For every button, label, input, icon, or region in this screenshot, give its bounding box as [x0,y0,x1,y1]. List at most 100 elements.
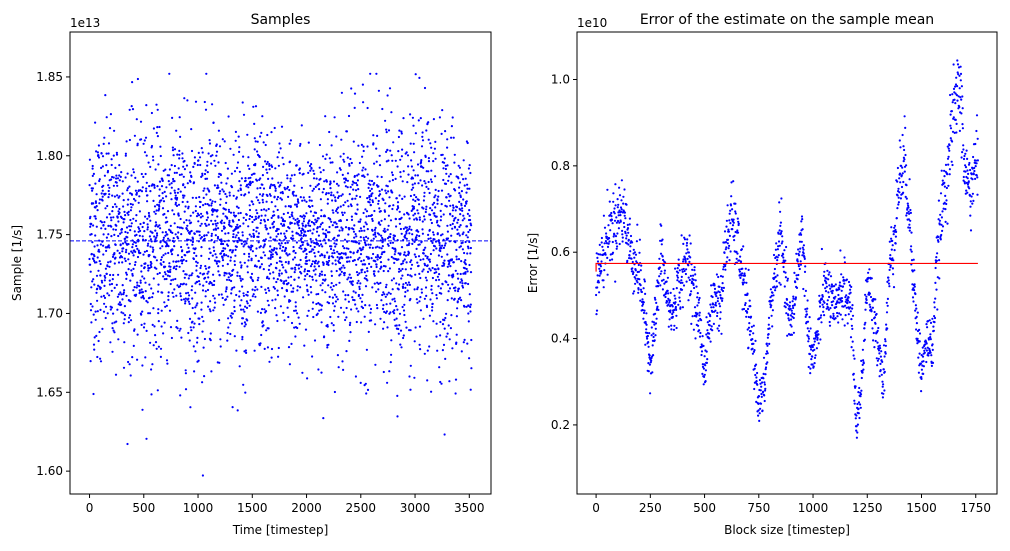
data-point [223,190,225,192]
data-point [227,177,229,179]
data-point [90,309,92,311]
data-point [384,228,386,230]
data-point [858,417,860,419]
data-point [217,184,219,186]
data-point [326,346,328,348]
data-point [97,209,99,211]
data-point [392,288,394,290]
data-point [801,241,803,243]
data-point [332,302,334,304]
data-point [901,174,903,176]
data-point [809,316,811,318]
data-point [174,190,176,192]
data-point [122,193,124,195]
data-point [293,250,295,252]
data-point [214,302,216,304]
data-point [719,318,721,320]
data-point [768,324,770,326]
data-point [303,196,305,198]
data-point [321,254,323,256]
data-point [104,228,106,230]
data-point [595,313,597,315]
data-point [843,256,845,258]
data-point [144,356,146,358]
data-point [168,180,170,182]
data-point [412,214,414,216]
data-point [456,206,458,208]
data-point [137,143,139,145]
data-point [308,310,310,312]
data-point [739,277,741,279]
data-point [257,311,259,313]
data-point [286,177,288,179]
data-point [846,279,848,281]
data-point [297,202,299,204]
data-point [849,301,851,303]
data-point [394,235,396,237]
data-point [176,265,178,267]
data-point [100,243,102,245]
data-point [796,287,798,289]
data-point [340,139,342,141]
data-point [883,389,885,391]
data-point [171,209,173,211]
data-point [682,271,684,273]
data-point [412,187,414,189]
data-point [384,230,386,232]
data-point [352,228,354,230]
data-point [292,291,294,293]
data-point [626,235,628,237]
data-point [126,189,128,191]
data-point [605,240,607,242]
data-point [729,210,731,212]
data-point [244,321,246,323]
data-point [248,168,250,170]
data-point [140,138,142,140]
data-point [212,255,214,257]
data-point [716,315,718,317]
data-point [208,152,210,154]
data-point [102,185,104,187]
data-point [376,246,378,248]
data-point [279,269,281,271]
data-point [434,141,436,143]
data-point [391,256,393,258]
data-point [797,278,799,280]
data-point [664,296,666,298]
data-point [418,199,420,201]
data-point [329,218,331,220]
data-point [640,289,642,291]
data-point [265,292,267,294]
data-point [440,216,442,218]
data-point [465,282,467,284]
data-point [383,293,385,295]
data-point [192,197,194,199]
data-point [596,257,598,259]
data-point [273,221,275,223]
data-point [232,313,234,315]
data-point [420,159,422,161]
data-point [353,299,355,301]
data-point [216,209,218,211]
data-point [678,297,680,299]
data-point [283,225,285,227]
data-point [238,295,240,297]
data-point [97,270,99,272]
data-point [342,245,344,247]
data-point [125,295,127,297]
data-point [165,195,167,197]
data-point [320,171,322,173]
data-point [217,222,219,224]
data-point [704,355,706,357]
data-point [93,255,95,257]
data-point [461,207,463,209]
data-point [405,255,407,257]
data-point [431,242,433,244]
data-point [339,262,341,264]
data-point [210,282,212,284]
data-point [435,279,437,281]
data-point [864,339,866,341]
data-point [810,327,812,329]
data-point [893,233,895,235]
data-point [743,278,745,280]
